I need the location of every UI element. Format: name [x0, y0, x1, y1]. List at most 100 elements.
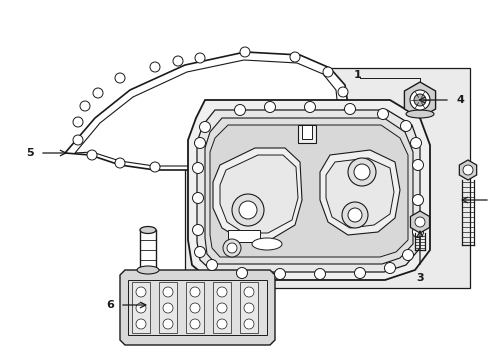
Circle shape	[195, 138, 205, 148]
Polygon shape	[326, 158, 394, 228]
Polygon shape	[205, 118, 413, 264]
Circle shape	[195, 247, 205, 257]
Circle shape	[265, 102, 275, 112]
Circle shape	[190, 303, 200, 313]
Text: 5: 5	[26, 148, 34, 158]
Polygon shape	[411, 211, 430, 233]
Circle shape	[217, 303, 227, 313]
Circle shape	[136, 303, 146, 313]
Circle shape	[411, 138, 421, 148]
Circle shape	[344, 104, 356, 114]
Circle shape	[282, 153, 292, 163]
Circle shape	[235, 104, 245, 116]
Text: 6: 6	[106, 300, 114, 310]
Polygon shape	[320, 150, 400, 235]
Circle shape	[190, 287, 200, 297]
Polygon shape	[220, 155, 298, 233]
Polygon shape	[459, 160, 477, 180]
Bar	[228, 230, 260, 242]
Circle shape	[290, 52, 300, 62]
Ellipse shape	[252, 238, 282, 250]
Circle shape	[385, 262, 395, 274]
Polygon shape	[128, 280, 267, 335]
Circle shape	[240, 47, 250, 57]
Circle shape	[163, 303, 173, 313]
Bar	[302, 125, 312, 139]
Polygon shape	[188, 100, 430, 280]
Circle shape	[199, 122, 211, 132]
Text: 1: 1	[354, 70, 362, 80]
Circle shape	[338, 87, 348, 97]
Circle shape	[413, 226, 423, 238]
Bar	[159, 282, 177, 333]
Circle shape	[339, 110, 349, 120]
Circle shape	[400, 121, 412, 131]
Circle shape	[223, 239, 241, 257]
Circle shape	[163, 287, 173, 297]
Circle shape	[190, 319, 200, 329]
Circle shape	[244, 287, 254, 297]
Circle shape	[173, 56, 183, 66]
Circle shape	[413, 159, 423, 171]
Circle shape	[323, 67, 333, 77]
Circle shape	[93, 88, 103, 98]
Circle shape	[463, 165, 473, 175]
Polygon shape	[210, 125, 408, 257]
Polygon shape	[120, 270, 275, 345]
Ellipse shape	[406, 110, 434, 118]
Circle shape	[80, 101, 90, 111]
Circle shape	[274, 269, 286, 279]
Ellipse shape	[137, 266, 159, 274]
Circle shape	[413, 194, 423, 206]
Circle shape	[410, 90, 430, 110]
Circle shape	[193, 193, 203, 203]
Circle shape	[206, 260, 218, 270]
Circle shape	[244, 319, 254, 329]
Circle shape	[136, 319, 146, 329]
Circle shape	[239, 201, 257, 219]
Circle shape	[315, 269, 325, 279]
Circle shape	[217, 319, 227, 329]
Circle shape	[217, 287, 227, 297]
Circle shape	[242, 158, 252, 168]
Text: 3: 3	[416, 273, 424, 283]
Circle shape	[193, 162, 203, 174]
Circle shape	[115, 158, 125, 168]
Bar	[213, 282, 231, 333]
Circle shape	[310, 145, 320, 155]
Circle shape	[195, 53, 205, 63]
Bar	[185, 68, 470, 288]
Bar	[240, 282, 258, 333]
Text: 4: 4	[456, 95, 464, 105]
Circle shape	[195, 162, 205, 172]
Circle shape	[136, 287, 146, 297]
Circle shape	[73, 135, 83, 145]
Circle shape	[304, 102, 316, 112]
Circle shape	[354, 164, 370, 180]
Circle shape	[193, 225, 203, 235]
Circle shape	[227, 243, 237, 253]
Circle shape	[354, 267, 366, 279]
Circle shape	[329, 130, 339, 140]
Circle shape	[348, 208, 362, 222]
Polygon shape	[213, 148, 302, 240]
Circle shape	[342, 202, 368, 228]
Ellipse shape	[140, 226, 156, 234]
Circle shape	[87, 150, 97, 160]
Circle shape	[377, 108, 389, 120]
Bar	[298, 125, 316, 143]
Circle shape	[244, 303, 254, 313]
Circle shape	[232, 194, 264, 226]
Circle shape	[402, 249, 414, 261]
Polygon shape	[65, 52, 348, 170]
Circle shape	[415, 217, 425, 227]
Circle shape	[73, 117, 83, 127]
Circle shape	[115, 73, 125, 83]
Circle shape	[348, 158, 376, 186]
Polygon shape	[197, 110, 420, 272]
Circle shape	[150, 162, 160, 172]
Bar	[186, 282, 204, 333]
Polygon shape	[404, 82, 436, 118]
Circle shape	[414, 94, 426, 106]
Circle shape	[163, 319, 173, 329]
